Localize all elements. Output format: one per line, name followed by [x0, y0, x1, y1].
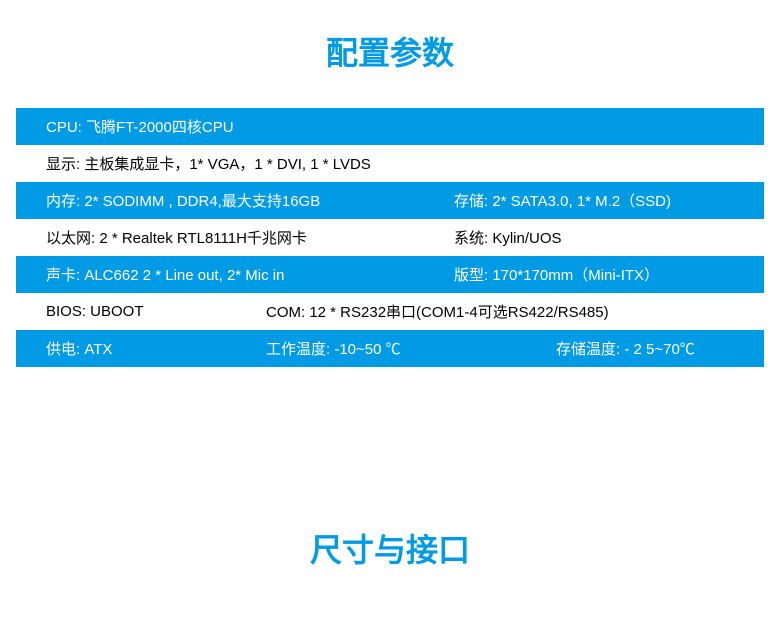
spec-row-display: 显示: 主板集成显卡，1* VGA，1 * DVI, 1 * LVDS [16, 145, 764, 182]
spec-cpu: CPU: 飞腾FT-2000四核CPU [46, 116, 734, 137]
spec-audio: 声卡: ALC662 2 * Line out, 2* Mic in [46, 264, 454, 285]
spec-os: 系统: Kylin/UOS [454, 227, 734, 248]
spec-row-power-temp: 供电: ATX 工作温度: -10~50 ℃ 存储温度: - 2 5~70℃ [16, 330, 764, 367]
spec-store-temp: 存储温度: - 2 5~70℃ [556, 338, 734, 359]
section-title-config: 配置参数 [0, 0, 780, 96]
spec-storage: 存储: 2* SATA3.0, 1* M.2（SSD) [454, 190, 734, 211]
section-title-dimensions: 尺寸与接口 [0, 497, 780, 593]
spec-row-memory-storage: 内存: 2* SODIMM , DDR4,最大支持16GB 存储: 2* SAT… [16, 182, 764, 219]
spec-row-cpu: CPU: 飞腾FT-2000四核CPU [16, 108, 764, 145]
spec-row-audio-form: 声卡: ALC662 2 * Line out, 2* Mic in 版型: 1… [16, 256, 764, 293]
spec-work-temp: 工作温度: -10~50 ℃ [266, 338, 556, 359]
spec-com: COM: 12 * RS232串口(COM1-4可选RS422/RS485) [266, 301, 734, 322]
spec-ethernet: 以太网: 2 * Realtek RTL8111H千兆网卡 [46, 227, 454, 248]
spec-row-ethernet-os: 以太网: 2 * Realtek RTL8111H千兆网卡 系统: Kylin/… [16, 219, 764, 256]
spec-memory: 内存: 2* SODIMM , DDR4,最大支持16GB [46, 190, 454, 211]
spec-display: 显示: 主板集成显卡，1* VGA，1 * DVI, 1 * LVDS [46, 153, 734, 174]
spec-row-bios-com: BIOS: UBOOT COM: 12 * RS232串口(COM1-4可选RS… [16, 293, 764, 330]
spec-bios: BIOS: UBOOT [46, 303, 266, 320]
spec-power: 供电: ATX [46, 338, 266, 359]
spec-table: CPU: 飞腾FT-2000四核CPU 显示: 主板集成显卡，1* VGA，1 … [16, 108, 764, 367]
spec-form: 版型: 170*170mm（Mini-ITX） [454, 264, 734, 285]
